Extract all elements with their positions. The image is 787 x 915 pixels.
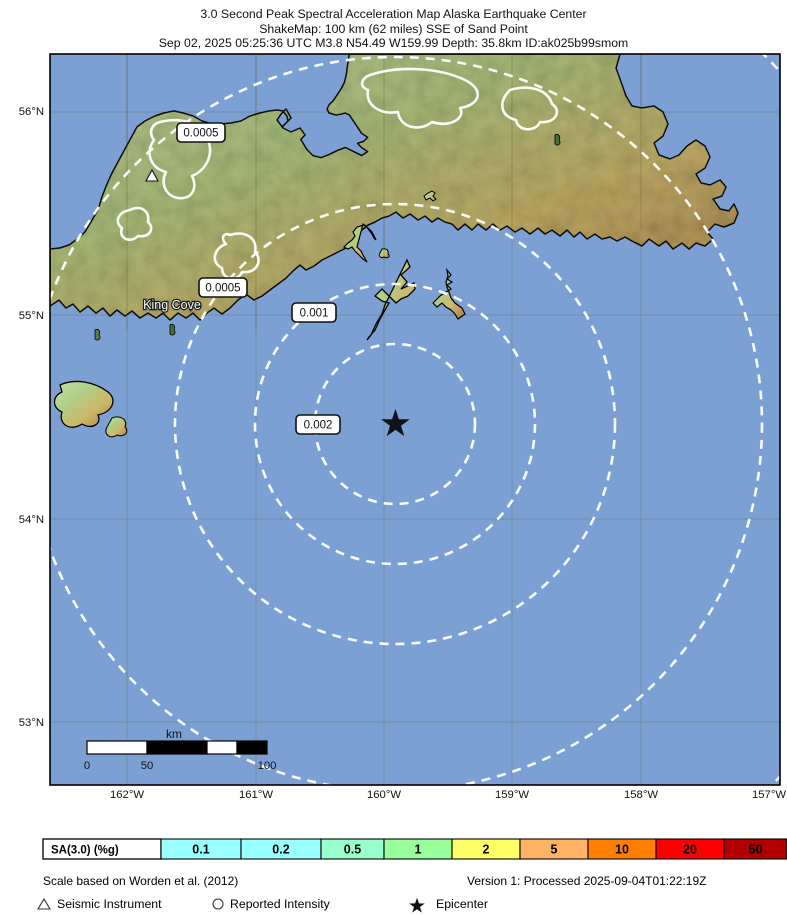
svg-text:Reported Intensity: Reported Intensity — [230, 897, 331, 911]
svg-text:King Cove: King Cove — [143, 298, 201, 312]
svg-text:161°W: 161°W — [239, 789, 273, 801]
svg-text:0.2: 0.2 — [272, 843, 289, 857]
svg-text:km: km — [166, 727, 182, 741]
svg-text:159°W: 159°W — [495, 789, 529, 801]
svg-text:SA(3.0) (%g): SA(3.0) (%g) — [51, 845, 119, 857]
svg-text:Version 1: Processed 2025-09-0: Version 1: Processed 2025-09-04T01:22:19… — [467, 874, 706, 888]
svg-text:56°N: 56°N — [19, 106, 44, 118]
svg-text:50: 50 — [749, 843, 763, 857]
svg-text:2: 2 — [483, 843, 490, 857]
svg-text:0.002: 0.002 — [304, 420, 333, 432]
svg-text:Scale based on Worden et al. (: Scale based on Worden et al. (2012) — [43, 874, 238, 888]
svg-text:0.001: 0.001 — [300, 308, 329, 320]
svg-text:Seismic Instrument: Seismic Instrument — [57, 897, 162, 911]
svg-text:0.1: 0.1 — [192, 843, 209, 857]
svg-text:158°W: 158°W — [624, 789, 658, 801]
svg-text:0.0005: 0.0005 — [205, 283, 240, 295]
svg-text:0: 0 — [84, 760, 90, 772]
svg-text:20: 20 — [683, 843, 697, 857]
svg-text:5: 5 — [551, 843, 558, 857]
svg-text:0.0005: 0.0005 — [183, 128, 218, 140]
svg-text:50: 50 — [141, 760, 154, 772]
svg-text:55°N: 55°N — [19, 310, 44, 322]
svg-text:Epicenter: Epicenter — [436, 897, 488, 911]
svg-text:10: 10 — [615, 843, 629, 857]
svg-text:1: 1 — [415, 843, 422, 857]
svg-text:162°W: 162°W — [110, 789, 144, 801]
svg-text:160°W: 160°W — [367, 789, 401, 801]
svg-text:53°N: 53°N — [19, 717, 44, 729]
svg-text:0.5: 0.5 — [344, 843, 361, 857]
svg-text:54°N: 54°N — [19, 514, 44, 526]
svg-text:157°W: 157°W — [752, 789, 786, 801]
svg-text:100: 100 — [258, 760, 277, 772]
